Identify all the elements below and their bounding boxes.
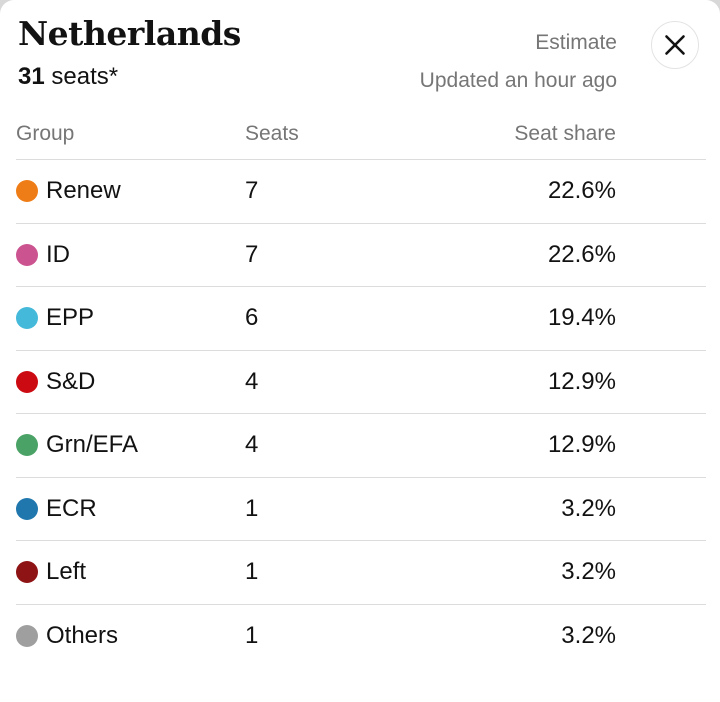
estimate-label: Estimate xyxy=(535,31,617,54)
updated-timestamp: Updated an hour ago xyxy=(419,69,617,92)
close-button[interactable] xyxy=(651,21,699,69)
total-seats-line: 31 seats* xyxy=(18,63,702,91)
group-name: Others xyxy=(46,622,119,650)
group-name: Renew xyxy=(46,177,121,205)
table-row: Others 1 3.2% xyxy=(16,605,706,669)
seat-share-value: 3.2% xyxy=(561,558,616,586)
seats-value: 1 xyxy=(245,622,259,650)
group-color-dot xyxy=(16,625,38,648)
group-name: ECR xyxy=(46,494,97,522)
seats-value: 4 xyxy=(245,431,259,459)
close-icon xyxy=(663,33,687,57)
group-color-dot xyxy=(16,434,38,457)
panel-header: Netherlands 31 seats* Estimate Updated a… xyxy=(0,0,720,92)
group-name: EPP xyxy=(46,304,95,332)
group-color-dot xyxy=(16,243,38,266)
table-row: Left 1 3.2% xyxy=(16,541,706,605)
seat-share-value: 19.4% xyxy=(547,304,616,332)
seat-share-value: 22.6% xyxy=(547,177,616,205)
seats-value: 7 xyxy=(245,177,259,205)
group-name: ID xyxy=(46,240,70,268)
seats-value: 6 xyxy=(245,304,259,332)
seats-value: 1 xyxy=(245,494,259,522)
seats-value: 1 xyxy=(245,558,259,586)
group-color-dot xyxy=(16,180,38,203)
total-seats-value: 31 xyxy=(18,63,45,90)
country-title: Netherlands xyxy=(18,14,241,53)
group-color-dot xyxy=(16,307,38,330)
panel-meta: Estimate Updated an hour ago xyxy=(420,24,617,100)
group-color-dot xyxy=(16,561,38,584)
total-seats-suffix: seats* xyxy=(44,63,119,90)
group-name: Left xyxy=(46,558,87,586)
column-header-seat-share: Seat share xyxy=(514,122,616,145)
table-row: ECR 1 3.2% xyxy=(16,478,706,541)
table-row: Grn/EFA 4 12.9% xyxy=(16,414,706,478)
group-name: S&D xyxy=(46,367,96,395)
seat-share-value: 12.9% xyxy=(547,431,616,459)
seats-value: 7 xyxy=(245,240,259,268)
column-header-group: Group xyxy=(16,122,75,145)
seats-value: 4 xyxy=(245,367,259,395)
group-name: Grn/EFA xyxy=(46,431,139,459)
table-row: S&D 4 12.9% xyxy=(16,351,706,414)
table-row: EPP 6 19.4% xyxy=(16,287,706,351)
group-color-dot xyxy=(16,497,38,520)
table-row: ID 7 22.6% xyxy=(16,224,706,287)
group-color-dot xyxy=(16,370,38,393)
table-header-row: Group Seats Seat share xyxy=(16,122,706,160)
seats-table: Group Seats Seat share Renew 7 22.6% ID … xyxy=(0,122,720,668)
seat-share-value: 22.6% xyxy=(547,240,616,268)
seat-share-value: 3.2% xyxy=(561,494,616,522)
column-header-seats: Seats xyxy=(245,122,299,145)
table-row: Renew 7 22.6% xyxy=(16,160,706,224)
seat-share-value: 3.2% xyxy=(561,622,616,650)
seat-share-value: 12.9% xyxy=(547,367,616,395)
